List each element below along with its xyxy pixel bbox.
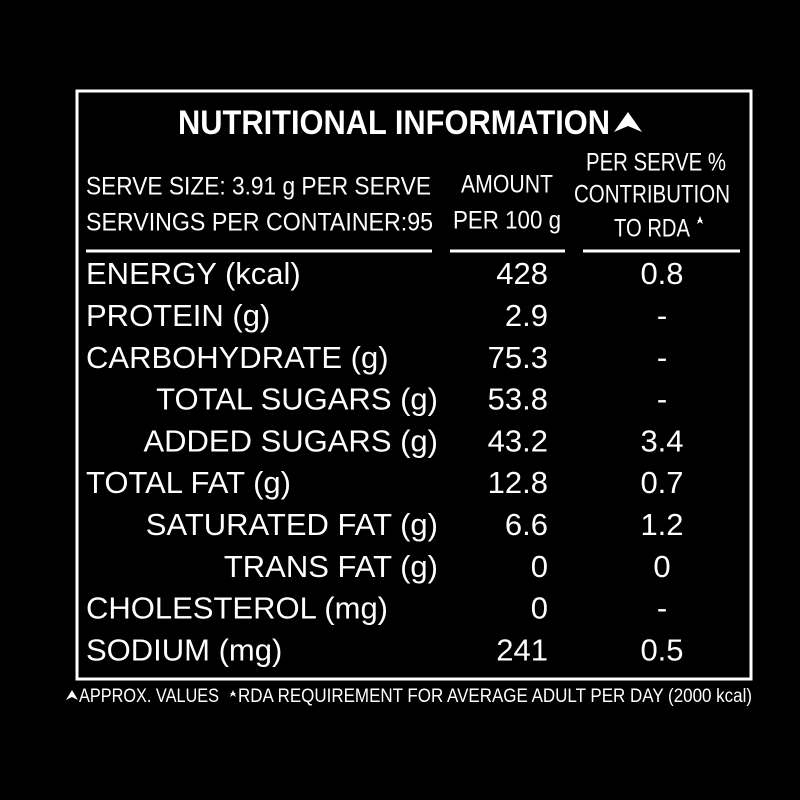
nutrient-name: TOTAL SUGARS (g) — [156, 382, 438, 417]
footnote: APPROX. VALUES — [79, 686, 219, 707]
nutrient-name: ENERGY (kcal) — [86, 256, 301, 291]
rda-percent: 3.4 — [640, 423, 683, 458]
amount-per-100g: 428 — [496, 256, 548, 291]
nutrient-name: PROTEIN (g) — [86, 298, 270, 333]
col-rda: PER SERVE % — [586, 149, 726, 177]
rda-percent: 0.7 — [640, 465, 683, 500]
nutrient-name: ADDED SUGARS (g) — [143, 423, 438, 458]
rda-symbol — [697, 216, 703, 224]
amount-per-100g: 0 — [531, 549, 548, 584]
amount-per-100g: 0 — [531, 591, 548, 626]
servings: SERVINGS PER CONTAINER:95 — [86, 209, 433, 237]
col-rda: TO RDA — [614, 215, 690, 243]
label-title: NUTRITIONAL INFORMATION — [178, 104, 610, 142]
rda-percent: - — [657, 591, 667, 626]
rda-percent: 0.8 — [640, 256, 683, 291]
rda-percent: - — [657, 340, 667, 375]
rda-percent: - — [657, 382, 667, 417]
rda-percent: 0.5 — [640, 632, 683, 667]
nutrient-name: SODIUM (mg) — [86, 632, 282, 667]
amount-per-100g: 53.8 — [488, 382, 548, 417]
nutrient-name: CARBOHYDRATE (g) — [86, 340, 389, 375]
nutrient-name: SATURATED FAT (g) — [146, 507, 438, 542]
amount-per-100g: 43.2 — [488, 423, 548, 458]
rda-percent: - — [657, 298, 667, 333]
nutrient-name: TOTAL FAT (g) — [86, 465, 291, 500]
serve-size: SERVE SIZE: 3.91 g PER SERVE — [86, 173, 431, 201]
footnote: RDA REQUIREMENT FOR AVERAGE ADULT PER DA… — [238, 686, 752, 707]
amount-per-100g: 2.9 — [505, 298, 548, 333]
label-border — [75, 89, 753, 681]
nutrient-name: TRANS FAT (g) — [224, 549, 438, 584]
col-amount: AMOUNT — [461, 171, 553, 199]
rda-percent: 0 — [653, 549, 670, 584]
amount-per-100g: 12.8 — [488, 465, 548, 500]
rda-symbol — [230, 690, 236, 697]
nutrient-name: CHOLESTEROL (mg) — [86, 591, 388, 626]
amount-per-100g: 6.6 — [505, 507, 548, 542]
rda-percent: 1.2 — [640, 507, 683, 542]
col-amount: PER 100 g — [453, 207, 561, 235]
col-rda: CONTRIBUTION — [574, 181, 730, 209]
approx-symbol — [66, 690, 78, 700]
rows: ENERGY (kcal) 428 0.8 PROTEIN (g) 2.9 - CARBOH… — [86, 256, 684, 667]
amount-per-100g: 241 — [496, 632, 548, 667]
amount-per-100g: 75.3 — [488, 340, 548, 375]
approx-symbol — [614, 112, 642, 132]
